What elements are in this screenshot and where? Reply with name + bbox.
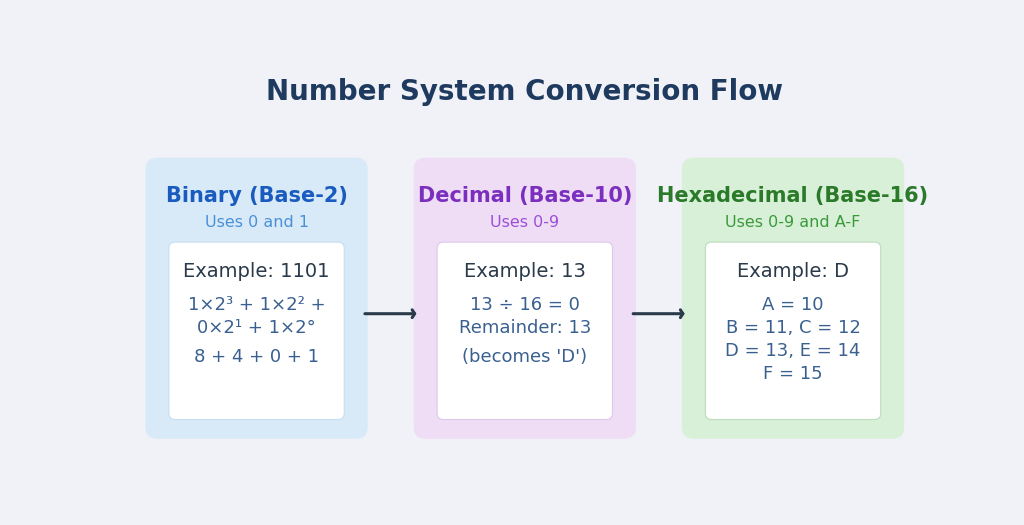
Text: F = 15: F = 15 (763, 365, 823, 383)
Text: Example: 1101: Example: 1101 (183, 262, 330, 281)
Text: Example: D: Example: D (737, 262, 849, 281)
Text: Uses 0 and 1: Uses 0 and 1 (205, 215, 308, 230)
FancyBboxPatch shape (169, 242, 344, 419)
Text: D = 13, E = 14: D = 13, E = 14 (725, 342, 861, 360)
Text: A = 10: A = 10 (762, 296, 823, 314)
FancyBboxPatch shape (414, 158, 636, 439)
Text: B = 11, C = 12: B = 11, C = 12 (726, 319, 860, 337)
FancyBboxPatch shape (145, 158, 368, 439)
FancyBboxPatch shape (437, 242, 612, 419)
Text: 1×2³ + 1×2² +: 1×2³ + 1×2² + (187, 296, 326, 314)
Text: Uses 0-9: Uses 0-9 (490, 215, 559, 230)
Text: 8 + 4 + 0 + 1: 8 + 4 + 0 + 1 (195, 349, 319, 366)
Text: Hexadecimal (Base-16): Hexadecimal (Base-16) (657, 186, 929, 206)
Text: 0×2¹ + 1×2°: 0×2¹ + 1×2° (198, 319, 316, 337)
Text: Decimal (Base-10): Decimal (Base-10) (418, 186, 632, 206)
FancyBboxPatch shape (706, 242, 881, 419)
Text: Example: 13: Example: 13 (464, 262, 586, 281)
Text: Uses 0-9 and A-F: Uses 0-9 and A-F (725, 215, 861, 230)
FancyBboxPatch shape (682, 158, 904, 439)
Text: (becomes 'D'): (becomes 'D') (462, 349, 588, 366)
Text: Number System Conversion Flow: Number System Conversion Flow (266, 78, 783, 107)
Text: Remainder: 13: Remainder: 13 (459, 319, 591, 337)
Text: Binary (Base-2): Binary (Base-2) (166, 186, 347, 206)
Text: 13 ÷ 16 = 0: 13 ÷ 16 = 0 (470, 296, 580, 314)
